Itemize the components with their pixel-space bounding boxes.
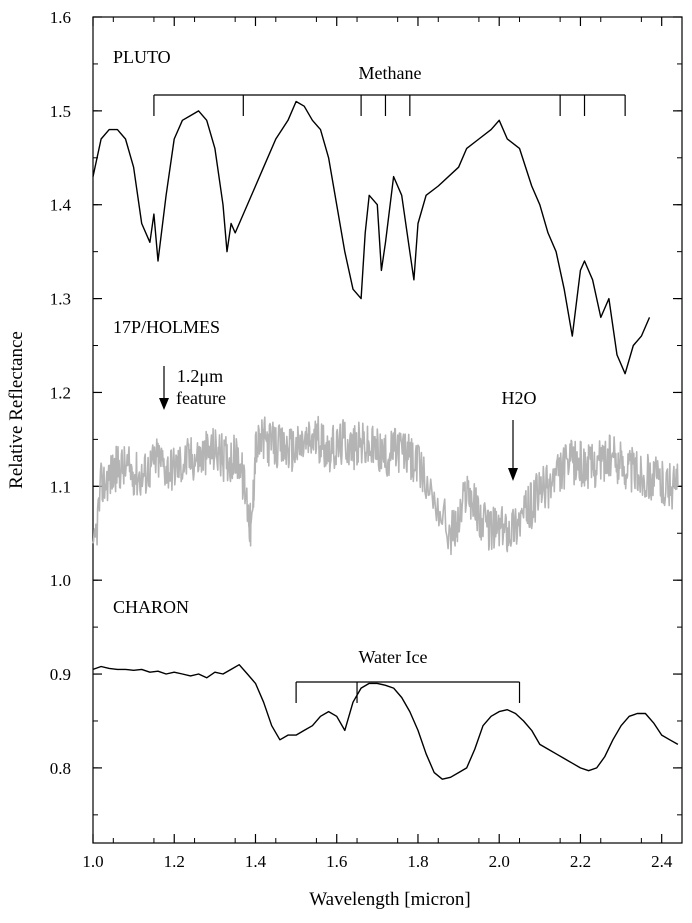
band-markers: [153, 94, 626, 703]
y-tick-label: 1.6: [50, 8, 71, 27]
feature-label-line2: feature: [176, 388, 226, 408]
x-axis: 1.0 1.2 1.4 1.6 1.8 2.0 2.2 2.4: [82, 17, 673, 871]
methane-label: Methane: [359, 63, 422, 83]
y-axis-title: Relative Reflectance: [6, 331, 27, 489]
feature-label-line1: 1.2μm: [177, 366, 223, 386]
series-line-pluto: [92, 100, 651, 375]
x-tick-label: 2.0: [489, 852, 510, 871]
y-axis: 0.8 0.9 1.0 1.1 1.2 1.3 1.4 1.5 1.6: [50, 8, 682, 816]
water-ice-label: Water Ice: [359, 647, 428, 667]
pluto-label: PLUTO: [113, 47, 171, 67]
x-tick-label: 1.4: [245, 852, 267, 871]
x-axis-title: Wavelength [micron]: [309, 889, 471, 910]
x-tick-label: 1.8: [407, 852, 428, 871]
y-tick-label: 1.3: [50, 290, 71, 309]
series-line-17p-holmes: [92, 415, 679, 556]
charon-label: CHARON: [113, 597, 189, 617]
y-tick-label: 0.8: [50, 759, 71, 778]
x-tick-label: 2.2: [570, 852, 591, 871]
x-tick-label: 2.4: [651, 852, 673, 871]
y-tick-label: 1.2: [50, 383, 71, 402]
x-tick-label: 1.0: [82, 852, 103, 871]
h2o-label: H2O: [502, 388, 537, 408]
plot-frame: [92, 16, 683, 844]
series-line-charon: [92, 664, 679, 780]
feature-arrow: [159, 366, 169, 410]
y-tick-label: 1.1: [50, 477, 71, 496]
series-layer: [92, 100, 679, 780]
y-tick-label: 1.0: [50, 571, 71, 590]
y-tick-label: 1.4: [50, 196, 72, 215]
x-tick-label: 1.2: [164, 852, 185, 871]
x-tick-label: 1.6: [326, 852, 347, 871]
h2o-arrow: [508, 420, 518, 481]
holmes-label: 17P/HOLMES: [113, 317, 220, 337]
y-tick-label: 1.5: [50, 102, 71, 121]
y-tick-label: 0.9: [50, 665, 71, 684]
